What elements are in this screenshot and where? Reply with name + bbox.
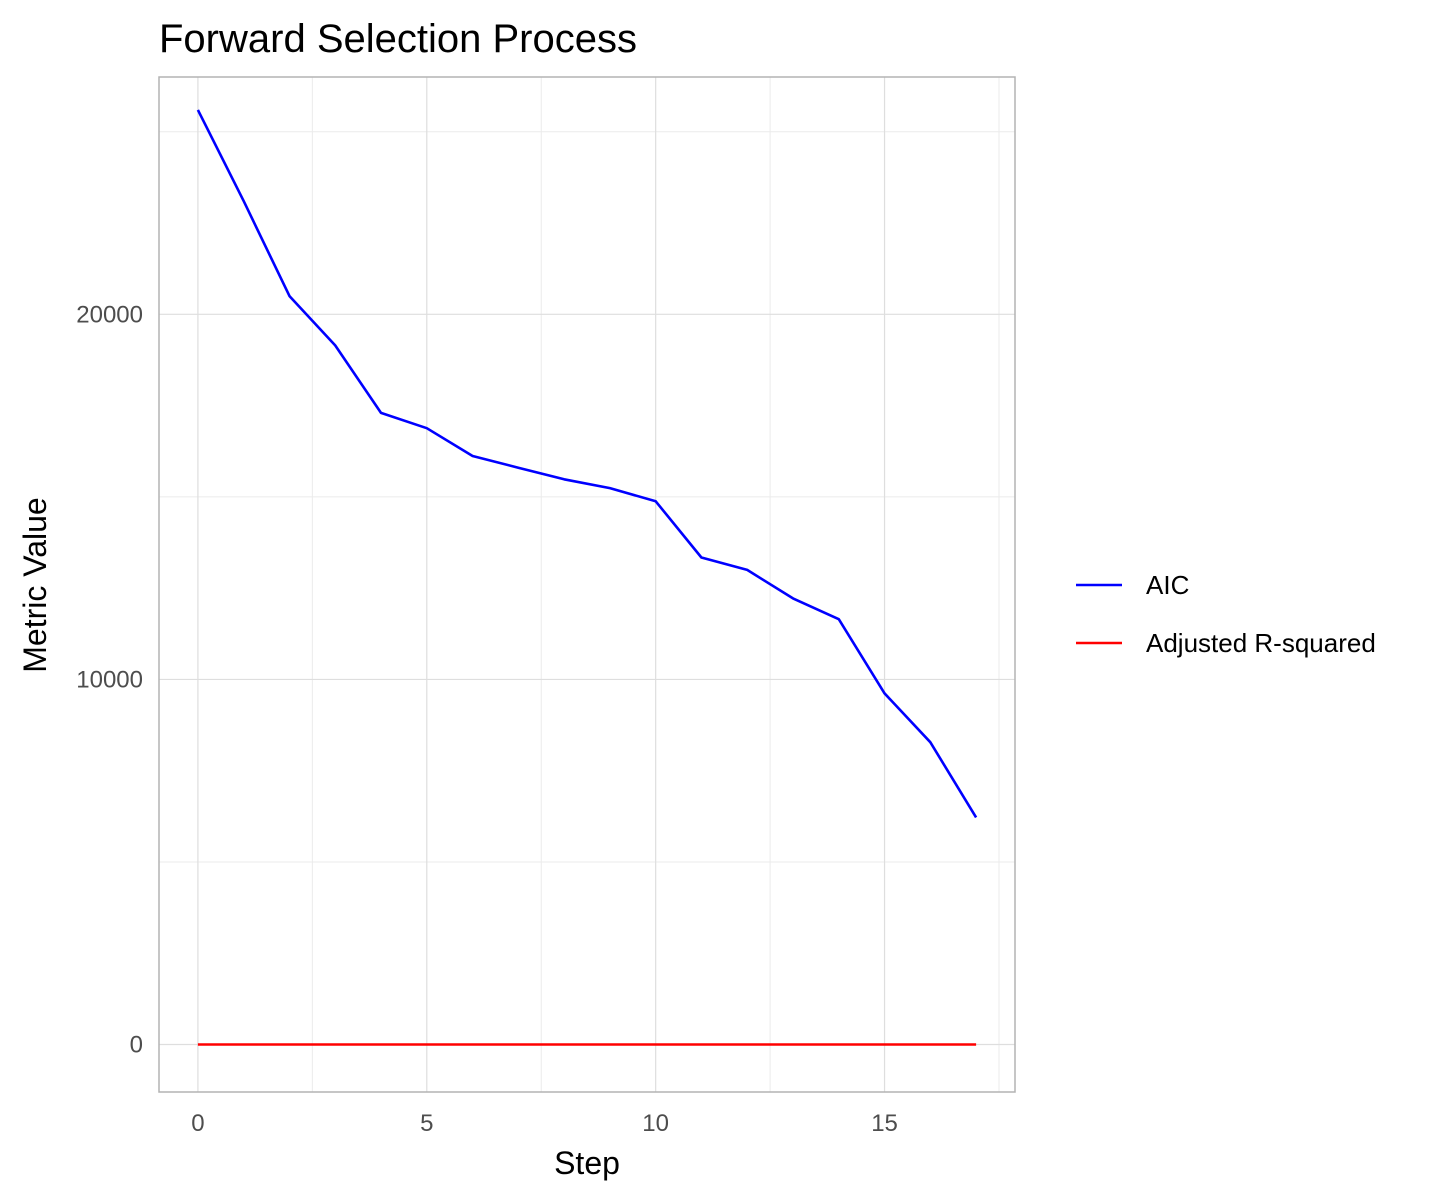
x-tick-label: 15 bbox=[871, 1110, 898, 1137]
y-axis-ticks: 0 10000 20000 bbox=[76, 301, 143, 1058]
x-tick-label: 5 bbox=[420, 1110, 433, 1137]
series-layer bbox=[196, 109, 978, 1046]
y-tick-label: 20000 bbox=[76, 301, 143, 328]
legend-label-adjusted-r-squared: Adjusted R-squared bbox=[1146, 628, 1376, 658]
series-line-aic bbox=[196, 109, 978, 819]
y-axis-title: Metric Value bbox=[17, 497, 53, 672]
chart-title: Forward Selection Process bbox=[159, 17, 637, 61]
x-axis-ticks: 0 5 10 15 bbox=[191, 1110, 898, 1137]
y-tick-label: 0 bbox=[130, 1032, 143, 1059]
major-grid bbox=[159, 77, 1015, 1092]
x-tick-label: 10 bbox=[642, 1110, 669, 1137]
x-axis-title: Step bbox=[554, 1145, 620, 1181]
y-tick-label: 10000 bbox=[76, 666, 143, 693]
minor-grid bbox=[159, 77, 1015, 1092]
plot-panel-border bbox=[158, 76, 1016, 1093]
legend-label-aic: AIC bbox=[1146, 570, 1189, 600]
x-tick-label: 0 bbox=[191, 1110, 204, 1137]
legend: AIC Adjusted R-squared bbox=[1076, 570, 1376, 658]
